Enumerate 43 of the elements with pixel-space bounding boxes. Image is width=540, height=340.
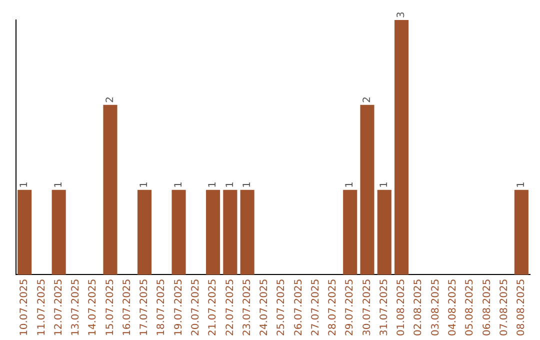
x-tick-label: 26.07.2025 (293, 278, 304, 336)
x-tick-label: 24.07.2025 (259, 278, 270, 336)
data-label: 1 (139, 181, 150, 188)
x-tick-label: 06.08.2025 (482, 278, 493, 336)
data-label: 2 (362, 96, 373, 103)
x-tick-label: 30.07.2025 (362, 278, 373, 336)
x-tick-label: 15.07.2025 (104, 278, 116, 336)
x-tick-label: 05.08.2025 (464, 278, 476, 336)
x-tick-label: 28.07.2025 (328, 278, 339, 336)
x-tick-label: 10.07.2025 (19, 278, 30, 336)
x-tick-label: 29.07.2025 (344, 278, 356, 336)
x-tick-label: 18.07.2025 (156, 278, 168, 336)
data-label: 1 (516, 181, 528, 188)
x-tick-label: 13.07.2025 (70, 278, 82, 336)
data-label: 1 (242, 181, 253, 188)
x-tick-label: 23.07.2025 (242, 278, 253, 336)
data-label: 1 (19, 181, 30, 188)
data-label: 1 (173, 181, 184, 188)
data-label: 2 (104, 96, 116, 103)
x-tick-label: 12.07.2025 (53, 278, 64, 336)
x-tick-label: 07.08.2025 (498, 278, 510, 336)
x-tick-label: 25.07.2025 (276, 278, 288, 336)
x-tick-label: 31.07.2025 (378, 278, 390, 336)
x-tick-label: 27.07.2025 (310, 278, 322, 336)
x-tick-label: 08.08.2025 (516, 278, 528, 336)
data-label: 1 (53, 181, 64, 188)
x-tick-label: 03.08.2025 (430, 278, 442, 336)
x-tick-label: 19.07.2025 (173, 278, 184, 336)
x-tick-label: 01.08.2025 (396, 278, 408, 336)
x-tick-label: 02.08.2025 (413, 278, 424, 336)
data-label: 3 (396, 12, 408, 18)
x-tick-label: 22.07.2025 (224, 278, 236, 336)
x-tick-label: 14.07.2025 (88, 278, 99, 336)
x-tick-label: 20.07.2025 (190, 278, 202, 336)
data-label: 1 (344, 181, 356, 188)
data-label: 1 (224, 181, 236, 188)
x-tick-label: 17.07.2025 (139, 278, 150, 336)
x-tick-label: 11.07.2025 (36, 278, 48, 336)
x-tick-label: 21.07.2025 (208, 278, 219, 336)
x-tick-label: 04.08.2025 (447, 278, 458, 336)
x-tick-label: 16.07.2025 (122, 278, 133, 336)
data-label: 1 (208, 181, 219, 188)
data-label: 1 (378, 181, 390, 188)
